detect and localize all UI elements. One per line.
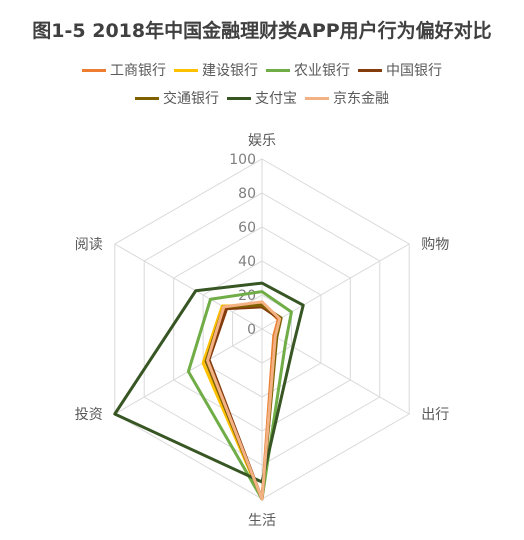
legend-label: 工商银行: [110, 63, 166, 79]
axis-label: 阅读: [75, 236, 103, 253]
legend-swatch: [358, 68, 382, 72]
legend-label: 交通银行: [163, 91, 219, 107]
legend-label: 农业银行: [294, 63, 350, 79]
legend-item: 农业银行: [266, 60, 350, 80]
legend-row-2: 交通银行 支付宝 京东金融: [0, 88, 524, 108]
legend-swatch: [266, 68, 290, 72]
axis-label: 出行: [421, 407, 449, 423]
axis-spoke: [261, 243, 410, 330]
tick-label: 80: [238, 186, 256, 202]
legend-label: 建设银行: [202, 63, 258, 79]
legend-item: 中国银行: [358, 60, 442, 80]
legend-item: 京东金融: [305, 88, 389, 108]
legend-row-1: 工商银行 建设银行 农业银行 中国银行: [0, 60, 524, 80]
axis-label: 购物: [421, 237, 449, 253]
legend-label: 支付宝: [255, 91, 297, 107]
axis-label: 投资: [75, 407, 103, 423]
legend-item: 工商银行: [82, 60, 166, 80]
tick-label: 60: [238, 220, 256, 236]
series-line: [206, 300, 282, 501]
legend-item: 交通银行: [135, 88, 219, 108]
axis-label: 娱乐: [248, 133, 276, 149]
legend-swatch: [227, 96, 251, 100]
legend-swatch: [305, 96, 329, 100]
tick-label: 40: [238, 254, 256, 270]
legend-label: 京东金融: [333, 91, 389, 107]
chart-title: 图1-5 2018年中国金融理财类APP用户行为偏好对比: [32, 20, 492, 42]
legend-swatch: [82, 68, 106, 72]
axis-label: 生活: [248, 513, 276, 529]
legend-item: 支付宝: [227, 88, 297, 108]
legend-item: 建设银行: [174, 60, 258, 80]
axis-spoke: [261, 328, 410, 415]
tick-label: 100: [229, 152, 256, 168]
legend-swatch: [135, 96, 159, 100]
legend-swatch: [174, 68, 198, 72]
axis-spoke: [114, 243, 263, 330]
legend-label: 中国银行: [386, 63, 442, 79]
tick-label: 0: [247, 322, 256, 338]
